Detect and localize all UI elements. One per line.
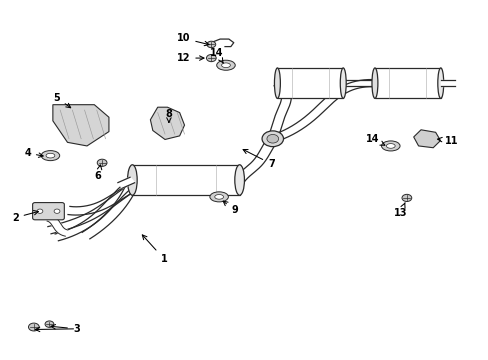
Circle shape xyxy=(28,323,39,331)
Polygon shape xyxy=(413,130,440,148)
Ellipse shape xyxy=(216,60,235,70)
Circle shape xyxy=(54,209,60,213)
Text: 5: 5 xyxy=(53,93,70,108)
Ellipse shape xyxy=(274,68,280,98)
Polygon shape xyxy=(267,81,291,140)
Bar xyxy=(374,68,440,98)
Ellipse shape xyxy=(221,63,230,68)
Polygon shape xyxy=(343,80,374,86)
Polygon shape xyxy=(234,137,277,182)
Polygon shape xyxy=(68,186,133,215)
Text: 12: 12 xyxy=(177,53,203,63)
Polygon shape xyxy=(270,80,374,142)
Bar xyxy=(132,165,239,195)
Circle shape xyxy=(262,131,283,147)
Text: 3: 3 xyxy=(51,324,80,334)
Circle shape xyxy=(401,194,411,202)
Ellipse shape xyxy=(381,141,399,151)
Text: 14: 14 xyxy=(209,48,223,63)
Ellipse shape xyxy=(127,165,137,195)
Text: 10: 10 xyxy=(177,33,208,46)
Polygon shape xyxy=(55,179,136,241)
Polygon shape xyxy=(150,107,184,139)
Text: 9: 9 xyxy=(223,201,238,216)
Text: 11: 11 xyxy=(437,136,458,145)
Ellipse shape xyxy=(214,194,223,199)
Circle shape xyxy=(266,134,278,143)
Circle shape xyxy=(206,41,215,48)
Circle shape xyxy=(37,209,43,213)
Text: 7: 7 xyxy=(243,149,274,169)
Text: 4: 4 xyxy=(24,148,43,158)
Ellipse shape xyxy=(209,192,228,202)
Polygon shape xyxy=(48,186,133,234)
Ellipse shape xyxy=(41,150,60,161)
Circle shape xyxy=(45,321,54,327)
Polygon shape xyxy=(82,181,139,239)
Ellipse shape xyxy=(386,144,394,148)
Text: 6: 6 xyxy=(95,165,102,181)
Polygon shape xyxy=(440,80,454,86)
Ellipse shape xyxy=(437,68,443,98)
Text: 14: 14 xyxy=(365,134,384,145)
Bar xyxy=(277,68,343,98)
Ellipse shape xyxy=(340,68,346,98)
Text: 1: 1 xyxy=(142,235,167,264)
Circle shape xyxy=(97,159,107,166)
Text: 8: 8 xyxy=(165,109,172,122)
Text: 13: 13 xyxy=(393,203,407,218)
Ellipse shape xyxy=(371,68,377,98)
Text: 2: 2 xyxy=(12,211,38,222)
Ellipse shape xyxy=(46,153,55,158)
Polygon shape xyxy=(118,177,134,188)
Circle shape xyxy=(206,54,216,62)
Polygon shape xyxy=(47,215,67,236)
FancyBboxPatch shape xyxy=(33,203,64,220)
Polygon shape xyxy=(53,105,109,146)
Ellipse shape xyxy=(234,165,244,195)
